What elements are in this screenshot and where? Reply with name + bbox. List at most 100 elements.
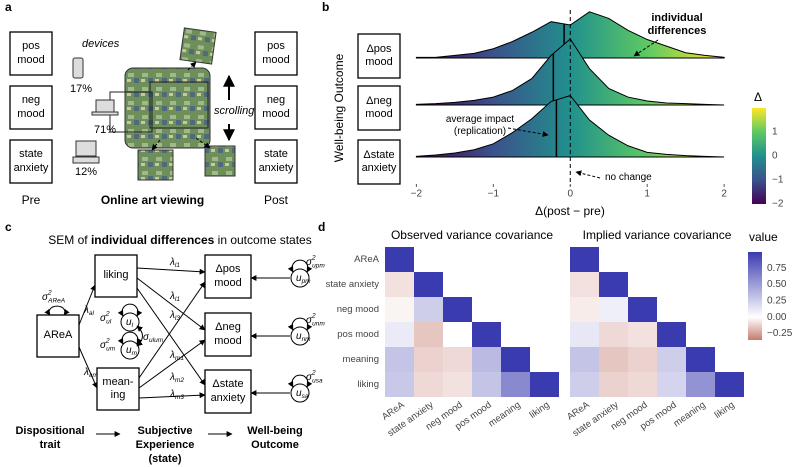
heatmap-cell (570, 372, 599, 397)
heatmap-title: Implied variance covariance (583, 228, 732, 242)
annotation: no change (605, 172, 652, 183)
annotation: average impact (replication) (445, 114, 515, 137)
path-arrow (136, 267, 206, 275)
heatmap-cell (414, 322, 443, 347)
symbol-sub: AReA (47, 297, 65, 304)
heatmap-cell (385, 247, 414, 272)
colorbar-tick-label: 0.25 (767, 296, 787, 307)
box (94, 254, 138, 298)
box-label: mean-ing (102, 375, 134, 401)
heatmap-cell (570, 247, 599, 272)
heatmap-cell (686, 347, 715, 372)
heatmap-cell (443, 372, 472, 397)
symbol: λm3 (169, 389, 184, 401)
symbol-base: λ (169, 350, 175, 361)
section-title: SEM of individual differences in outcome… (30, 233, 330, 247)
heatmap-cell (599, 372, 628, 397)
path-arrow (136, 287, 206, 386)
symbol-base: λ (169, 257, 175, 268)
x-tick-label: 1 (644, 189, 650, 200)
annotation-arrow (507, 127, 549, 138)
colorbar-tick-label: −0.25 (767, 328, 793, 339)
heatmap-cell (414, 347, 443, 372)
box-label: state anxiety (13, 148, 49, 174)
symbol-sub: l (132, 322, 134, 329)
symbol-sub: ul (106, 318, 112, 325)
heatmap-cell (570, 297, 599, 322)
box-label: pos mood (17, 40, 45, 66)
panel-label: d (318, 220, 325, 234)
y-tick-label: pos mood (337, 329, 379, 340)
colorbar-title: Δ (754, 90, 762, 104)
symbol: λl3 (169, 310, 180, 322)
device-share: 17% (70, 83, 93, 95)
heatmap-cell (501, 372, 530, 397)
symbol-sub: m (132, 350, 138, 357)
heatmap-cell (570, 347, 599, 372)
symbol-sub: nm (302, 336, 312, 343)
heatmap-cell (570, 272, 599, 297)
symbol-sup: 2 (311, 254, 316, 261)
colorbar-tick-label: 0.50 (767, 279, 787, 290)
box-label: Δpos mood (365, 42, 393, 68)
heatmap-cell (530, 372, 559, 397)
symbol: um (126, 345, 138, 357)
symbol-base: u (296, 388, 302, 399)
box-label: AReA (43, 329, 73, 342)
x-tick-label: meaning (486, 400, 522, 430)
colorbar-tick-label: 0.00 (767, 312, 787, 323)
variance-loop (287, 374, 313, 388)
x-tick-label: meaning (671, 400, 707, 430)
symbol: λal (83, 305, 95, 317)
symbol-base: σ (306, 257, 313, 268)
colorbar-tick-label: −2 (772, 199, 784, 210)
box (9, 85, 53, 130)
symbol-base: u (126, 317, 132, 328)
symbol-sub: upm (312, 262, 325, 269)
stage-label: Pre (21, 193, 41, 207)
symbol-base: σ (143, 332, 150, 343)
symbol-sub: um (106, 345, 116, 352)
path-arrow (138, 281, 206, 379)
symbol-sup: 2 (311, 312, 316, 319)
box (9, 31, 53, 76)
heatmap-cell (657, 347, 686, 372)
heatmap-cell (443, 347, 472, 372)
y-tick-label: neg mood (337, 304, 379, 315)
heatmap-cell (385, 347, 414, 372)
symbol: usa (296, 388, 309, 400)
box-label: neg mood (17, 94, 45, 120)
x-tick-label: liking (528, 400, 552, 421)
symbol-base: u (296, 273, 302, 284)
y-tick-label: state anxiety (326, 279, 380, 290)
y-tick-label: AReA (354, 254, 379, 265)
symbol-sub: al (89, 310, 95, 317)
box-label: Δstate anxiety (361, 148, 397, 174)
devices-label: devices (82, 38, 120, 50)
symbol-base: λ (83, 367, 89, 378)
heatmap-cell (443, 322, 472, 347)
symbol-sub: l1 (175, 296, 180, 303)
path-arrow (138, 392, 206, 399)
panel-label: a (5, 0, 12, 14)
symbol-sub: pm (301, 278, 312, 285)
box (254, 31, 298, 76)
symbol-sub: l3 (175, 315, 180, 322)
x-tick-label: 0 (567, 189, 573, 200)
symbol: λm1 (169, 350, 184, 362)
heatmap-cell (628, 322, 657, 347)
box (204, 312, 252, 357)
path-arrow (78, 284, 96, 326)
variance-loop (287, 317, 313, 331)
box (357, 85, 401, 131)
path-arrow (78, 346, 98, 389)
symbol-sub: m3 (175, 394, 184, 401)
box-label: liking (103, 269, 129, 282)
box (254, 139, 298, 184)
symbol-sub: l1 (175, 262, 180, 269)
y-tick-label: meaning (343, 354, 379, 365)
symbol: σ2 unm (306, 312, 325, 327)
annotation-arrow (575, 170, 601, 179)
box (9, 139, 53, 184)
